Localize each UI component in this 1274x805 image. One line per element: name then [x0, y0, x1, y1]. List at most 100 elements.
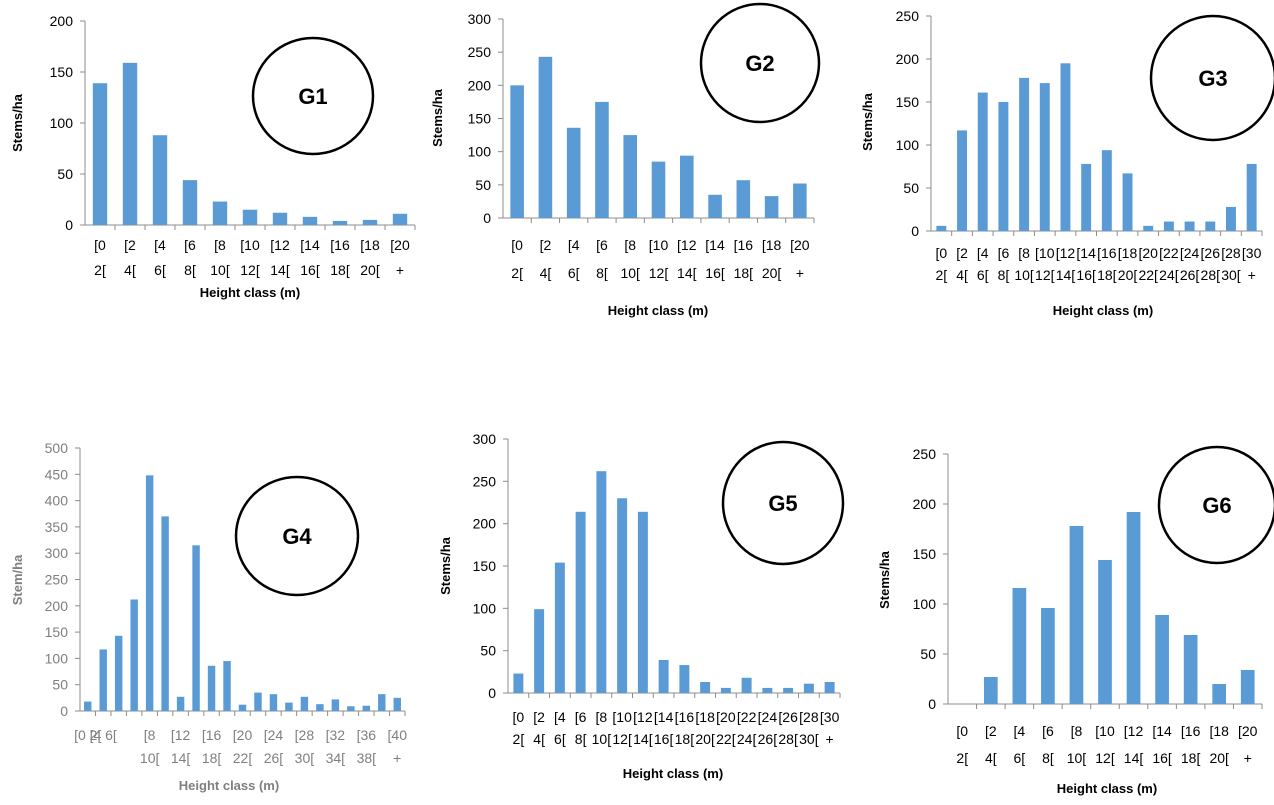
- y-tick-label: 50: [920, 646, 936, 662]
- x-tick-label: 2[: [956, 750, 968, 766]
- group-circle: [699, 2, 821, 124]
- x-tick-label: [18: [1118, 245, 1138, 261]
- x-tick-label: 30[: [799, 731, 819, 747]
- x-tick-label: [16: [1181, 723, 1201, 739]
- x-tick-label: 6[: [554, 731, 566, 747]
- chart-g6: 0 50 100 150 200 250 [0 2[[2 4[[4 6[[6 8[[8 10[[10 1…: [877, 445, 1274, 796]
- bar-g3-12: [1184, 221, 1195, 231]
- bar-g3-14: [1226, 206, 1236, 231]
- x-tick-label: 18[: [330, 262, 350, 278]
- bar-g5-3: [575, 511, 586, 693]
- bar-g4-17: [347, 706, 355, 711]
- bar-g5-10: [720, 687, 731, 693]
- x-tick-label: 8[: [575, 731, 587, 747]
- y-tick-label: 250: [45, 572, 69, 588]
- x-tick-label: 20[: [695, 731, 715, 747]
- x-tick-label: 12[: [1035, 267, 1055, 283]
- bar-g4-13: [285, 702, 293, 711]
- bar-g5-13: [783, 687, 794, 693]
- x-tick-label: +: [396, 262, 404, 278]
- x-tick-label: [4: [568, 237, 580, 253]
- y-tick-label: 150: [45, 624, 69, 640]
- y-tick-label: 150: [50, 64, 74, 80]
- x-tick-label: 16[: [705, 265, 725, 281]
- x-tick-label: 16[: [300, 262, 320, 278]
- bar-g1-10: [392, 213, 408, 225]
- bar-g4-2: [114, 635, 123, 711]
- x-tick-label: [16: [675, 709, 695, 725]
- bar-g3-10: [1143, 225, 1154, 231]
- y-tick-label: 300: [468, 11, 492, 27]
- y-tick-label: 250: [913, 446, 937, 462]
- group-label: G4: [282, 524, 312, 549]
- x-tick-label: [12: [171, 727, 191, 743]
- x-tick-label: 26[: [264, 750, 284, 766]
- y-tick-label: 100: [468, 144, 492, 160]
- bar-g1-4: [212, 201, 228, 225]
- bar-g4-3: [130, 599, 138, 711]
- x-tick-label: 4[: [124, 262, 136, 278]
- y-tick-label: 250: [473, 473, 497, 489]
- bar-g5-9: [700, 681, 711, 693]
- x-tick-label: [0 2[: [74, 727, 101, 743]
- group-circle: [1149, 14, 1274, 142]
- bar-g3-13: [1205, 221, 1216, 231]
- bar-g5-4: [596, 471, 607, 693]
- chart-g2: 0 50 100 150 200 250 300 [0 2[[2 4[[4 6[[6 8[[8 10[[…: [430, 2, 821, 318]
- x-tick-label: [0: [94, 237, 106, 253]
- x-tick-label: [26: [1201, 245, 1221, 261]
- x-tick-label: [12: [270, 237, 290, 253]
- bar-g4-15: [316, 704, 324, 711]
- x-tick-label: [16: [202, 727, 222, 743]
- x-tick-label: [20: [790, 237, 810, 253]
- x-tick-label: [20: [233, 727, 253, 743]
- y-axis-label: Stems/ha: [10, 93, 25, 152]
- bar-g4-18: [362, 705, 371, 711]
- bar-g2-5: [651, 161, 666, 218]
- x-tick-label: [20: [1138, 245, 1158, 261]
- bar-g5-6: [637, 511, 648, 693]
- x-axis-label: Height class (m): [1053, 303, 1153, 318]
- bar-g4-11: [254, 692, 262, 711]
- x-tick-label: [18: [1209, 723, 1229, 739]
- x-tick-label: 12[: [1095, 750, 1115, 766]
- bar-g2-4: [623, 135, 638, 218]
- x-tick-label: +: [1248, 267, 1256, 283]
- group-circle: [251, 36, 375, 156]
- bar-g3-8: [1101, 150, 1112, 231]
- bar-g2-3: [595, 101, 609, 218]
- x-tick-label: [24: [1180, 245, 1200, 261]
- x-tick-label: [6: [575, 709, 587, 725]
- x-tick-label: [22: [737, 709, 757, 725]
- y-tick-label: 100: [45, 650, 69, 666]
- x-tick-label: 14[: [1124, 750, 1144, 766]
- x-tick-label: +: [826, 731, 834, 747]
- bar-g3-9: [1122, 173, 1133, 231]
- bar-g1-8: [332, 220, 348, 225]
- y-tick-label: 0: [928, 696, 936, 712]
- y-tick-label: 100: [913, 596, 937, 612]
- y-tick-label: 100: [896, 137, 920, 153]
- y-tick-label: 150: [896, 94, 920, 110]
- x-tick-label: [12: [1124, 723, 1144, 739]
- x-tick-label: [6: [184, 237, 196, 253]
- x-axis-label: Height class (m): [608, 303, 708, 318]
- y-tick-label: 300: [45, 545, 69, 561]
- x-tick-label: 8[: [596, 265, 608, 281]
- x-tick-label: 10[: [620, 265, 640, 281]
- chart-g3: 050100150200250[02[[24[[46[[68[[810[[101…: [860, 8, 1274, 318]
- group-label: G3: [1198, 66, 1227, 91]
- bar-g4-14: [300, 696, 309, 711]
- x-tick-label: [8: [214, 237, 226, 253]
- bar-g2-6: [679, 155, 694, 218]
- bar-g2-10: [793, 183, 807, 218]
- y-tick-label: 500: [45, 440, 69, 456]
- x-tick-label: [0: [511, 237, 523, 253]
- x-tick-label: 28[: [1201, 267, 1221, 283]
- bar-g6-2: [1012, 588, 1027, 704]
- x-tick-label: [36: [357, 727, 377, 743]
- x-tick-label: 22[: [716, 731, 736, 747]
- x-tick-label: 12[: [612, 731, 632, 747]
- y-tick-label: 450: [45, 466, 69, 482]
